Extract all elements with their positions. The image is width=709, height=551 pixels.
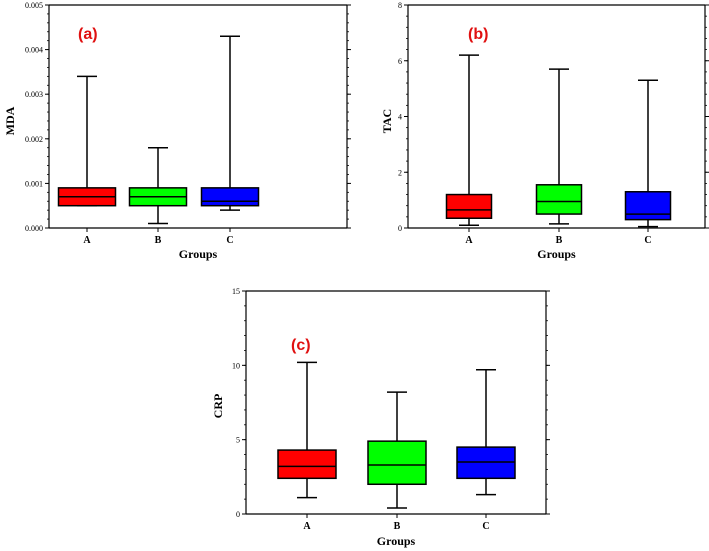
box-C — [624, 191, 672, 221]
y-tick-label: 0 — [398, 224, 402, 233]
panel-label: (a) — [78, 26, 98, 43]
chart-panel-3: 0 5 10 15 A B C Groups CRP (c) — [211, 287, 550, 548]
chart-panel-1: 0.000 0.001 0.002 0.003 0.004 0.005 A B C Groups M… — [3, 1, 351, 261]
y-tick-label: 2 — [398, 168, 402, 177]
x-tick-label: A — [303, 521, 311, 532]
box-C — [200, 187, 260, 207]
x-tick-label: B — [155, 235, 162, 246]
y-tick-label: 0 — [236, 510, 240, 519]
y-tick-label: 0.002 — [25, 135, 43, 144]
x-tick-label: C — [644, 235, 651, 246]
y-tick-label: 10 — [232, 361, 240, 370]
x-tick-label: C — [226, 235, 233, 246]
y-tick-label: 15 — [232, 287, 240, 296]
y-axis-label: CRP — [211, 394, 225, 419]
x-tick-label: C — [482, 521, 489, 532]
y-axis-label: TAC — [380, 109, 394, 133]
panel-label: (c) — [291, 337, 311, 354]
panel-label: (b) — [468, 26, 488, 43]
y-tick-label: 8 — [398, 1, 402, 10]
y-tick-label: 0.003 — [25, 90, 43, 99]
box-A — [445, 193, 493, 219]
box-B — [367, 440, 427, 486]
y-tick-label: 0.001 — [25, 179, 43, 188]
x-tick-label: A — [465, 235, 473, 246]
y-tick-label: 4 — [398, 113, 402, 122]
x-tick-label: A — [83, 235, 91, 246]
y-tick-label: 5 — [236, 436, 240, 445]
chart-panel-2: 0 2 4 6 8 A B C Groups TAC (b) — [380, 1, 709, 261]
x-axis-label: Groups — [537, 247, 576, 261]
x-tick-label: B — [556, 235, 563, 246]
y-tick-label: 0.000 — [25, 224, 43, 233]
y-tick-label: 6 — [398, 57, 402, 66]
y-tick-label: 0.005 — [25, 1, 43, 10]
x-tick-label: B — [394, 521, 401, 532]
x-axis-label: Groups — [377, 534, 416, 548]
box-A — [277, 449, 337, 480]
x-axis-label: Groups — [179, 247, 218, 261]
y-tick-label: 0.004 — [25, 46, 43, 55]
box-B — [535, 184, 583, 215]
y-axis-label: MDA — [3, 106, 17, 135]
